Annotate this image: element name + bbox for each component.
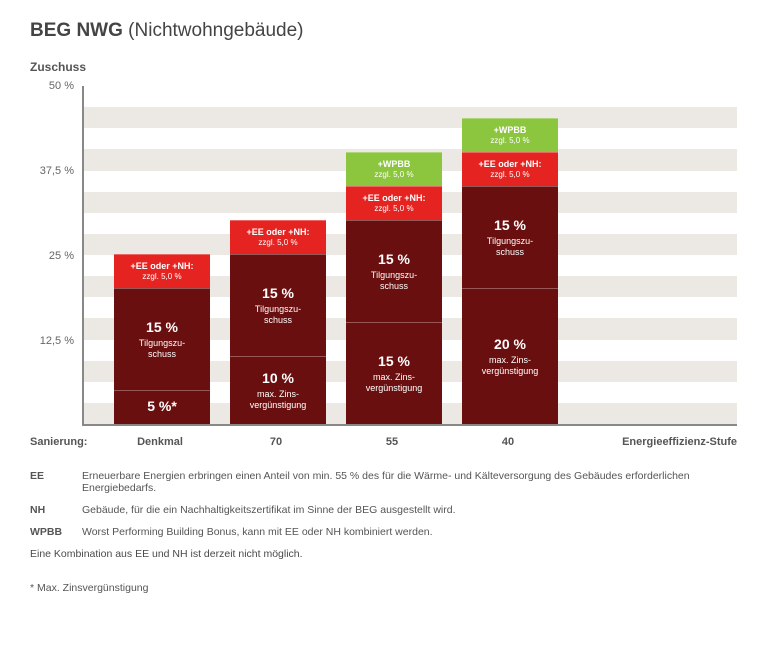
segment-value: 15 % — [378, 353, 410, 370]
bar-segment: +WPBBzzgl. 5,0 % — [346, 152, 442, 186]
legend-key: NH — [30, 504, 82, 516]
segment-bonus-head: +EE oder +NH: — [478, 159, 541, 170]
bar-segment: +EE oder +NH:zzgl. 5,0 % — [230, 220, 326, 254]
x-axis-categories: Denkmal 70 55 40 — [82, 436, 556, 448]
title-light: (Nichtwohngebäude) — [128, 20, 303, 41]
segment-bonus-sub: zzgl. 5,0 % — [490, 170, 529, 180]
segment-bonus-sub: zzgl. 5,0 % — [374, 204, 413, 214]
legend-key: WPBB — [30, 526, 82, 538]
x-category: Denkmal — [112, 436, 208, 448]
x-category: 55 — [344, 436, 440, 448]
bar-segment: 20 % max. Zins-vergünstigung — [462, 288, 558, 424]
segment-bonus-sub: zzgl. 5,0 % — [142, 272, 181, 282]
segment-sublabel: Tilgungszu-schuss — [139, 338, 185, 360]
legend-key: EE — [30, 470, 82, 494]
x-category: 40 — [460, 436, 556, 448]
x-axis-lead: Sanierung: — [30, 436, 82, 448]
segment-sublabel: Tilgungszu-schuss — [487, 236, 533, 258]
bar-segment: 15 % Tilgungszu-schuss — [346, 220, 442, 322]
segment-bonus-sub: zzgl. 5,0 % — [258, 238, 297, 248]
bar-segment: 15 % max. Zins-vergünstigung — [346, 322, 442, 424]
segment-value: 15 % — [146, 319, 178, 336]
segment-sublabel: max. Zins-vergünstigung — [482, 355, 539, 377]
bar-55: 15 % max. Zins-vergünstigung 15 % Tilgungsz… — [346, 152, 442, 424]
segment-value: 15 % — [494, 217, 526, 234]
segment-sublabel: max. Zins-vergünstigung — [250, 389, 307, 411]
x-category: 70 — [228, 436, 324, 448]
legend-text: Worst Performing Building Bonus, kann mi… — [82, 526, 737, 538]
x-axis: Sanierung: Denkmal 70 55 40 Energieeffizien… — [30, 436, 737, 448]
bar-segment: +EE oder +NH:zzgl. 5,0 % — [462, 152, 558, 186]
segment-bonus-sub: zzgl. 5,0 % — [374, 170, 413, 180]
segment-bonus-head: +EE oder +NH: — [246, 227, 309, 238]
plot-area: 5 %*15 %Tilgungszu-schuss+EE oder +NH:zz… — [82, 86, 737, 426]
segment-value: 5 %* — [147, 398, 177, 415]
segment-value: 20 % — [494, 336, 526, 353]
segment-sublabel: Tilgungszu-schuss — [371, 270, 417, 292]
bar-40: 20 % max. Zins-vergünstigung 15 % Tilgungsz… — [462, 118, 558, 424]
legend-note: Eine Kombination aus EE und NH ist derze… — [30, 548, 737, 560]
y-axis-label: Zuschuss — [30, 60, 737, 74]
x-axis-trail: Energieeffizienz-Stufe — [622, 436, 737, 448]
bar-segment: 10 % max. Zins-vergünstigung — [230, 356, 326, 424]
legend-text: Erneuerbare Energien erbringen einen Ant… — [82, 470, 737, 494]
segment-value: 15 % — [378, 251, 410, 268]
segment-bonus-head: +WPBB — [378, 159, 411, 170]
bar-segment: +EE oder +NH:zzgl. 5,0 % — [346, 186, 442, 220]
y-axis: 50 %37,5 %25 %12,5 % — [30, 86, 82, 426]
segment-sublabel: Tilgungszu-schuss — [255, 304, 301, 326]
legend-text: Gebäude, für die ein Nachhaltigkeitszert… — [82, 504, 737, 516]
bar-70: 10 % max. Zins-vergünstigung 15 % Tilgungsz… — [230, 220, 326, 424]
segment-bonus-head: +EE oder +NH: — [362, 193, 425, 204]
segment-value: 10 % — [262, 370, 294, 387]
legend-row: NHGebäude, für die ein Nachhaltigkeitsze… — [30, 504, 737, 516]
bar-segment: 15 % Tilgungszu-schuss — [462, 186, 558, 288]
bar-segment: 5 %* — [114, 390, 210, 424]
segment-value: 15 % — [262, 285, 294, 302]
bar-denkmal: 5 %* 15 % Tilgungszu-schuss +EE oder +NH:zz… — [114, 254, 210, 424]
title-bold: BEG NWG — [30, 20, 123, 41]
legend-row: WPBBWorst Performing Building Bonus, kan… — [30, 526, 737, 538]
footnote: * Max. Zinsvergünstigung — [30, 582, 737, 594]
segment-bonus-head: +WPBB — [494, 125, 527, 136]
bars-container: 5 %*15 %Tilgungszu-schuss+EE oder +NH:zz… — [84, 86, 737, 424]
page-title: BEG NWG (Nichtwohngebäude) — [30, 20, 737, 42]
segment-sublabel: max. Zins-vergünstigung — [366, 372, 423, 394]
legend-row: EEErneuerbare Energien erbringen einen A… — [30, 470, 737, 494]
bar-segment: 15 % Tilgungszu-schuss — [114, 288, 210, 390]
bar-segment: +EE oder +NH:zzgl. 5,0 % — [114, 254, 210, 288]
legend: EEErneuerbare Energien erbringen einen A… — [30, 470, 737, 538]
chart: 50 %37,5 %25 %12,5 % 5 %* 15 % Tilgungszu-… — [30, 86, 737, 426]
segment-bonus-head: +EE oder +NH: — [130, 261, 193, 272]
segment-bonus-sub: zzgl. 5,0 % — [490, 136, 529, 146]
bar-segment: +WPBBzzgl. 5,0 % — [462, 118, 558, 152]
bar-segment: 15 % Tilgungszu-schuss — [230, 254, 326, 356]
